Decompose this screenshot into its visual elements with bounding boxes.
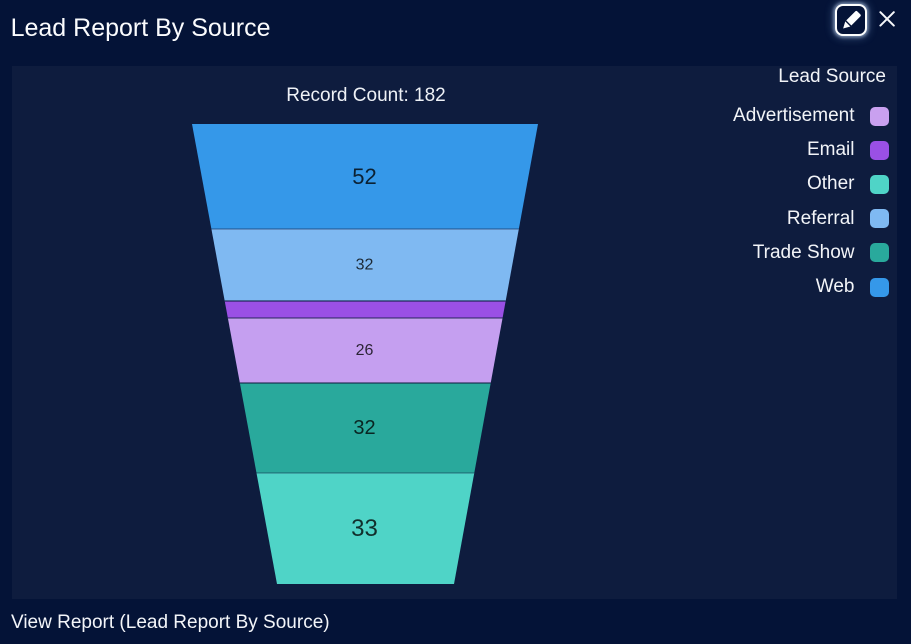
svg-text:52: 52 bbox=[352, 164, 376, 189]
svg-text:32: 32 bbox=[356, 257, 374, 274]
svg-text:32: 32 bbox=[353, 417, 375, 439]
svg-text:33: 33 bbox=[351, 515, 378, 542]
svg-text:26: 26 bbox=[356, 342, 374, 359]
